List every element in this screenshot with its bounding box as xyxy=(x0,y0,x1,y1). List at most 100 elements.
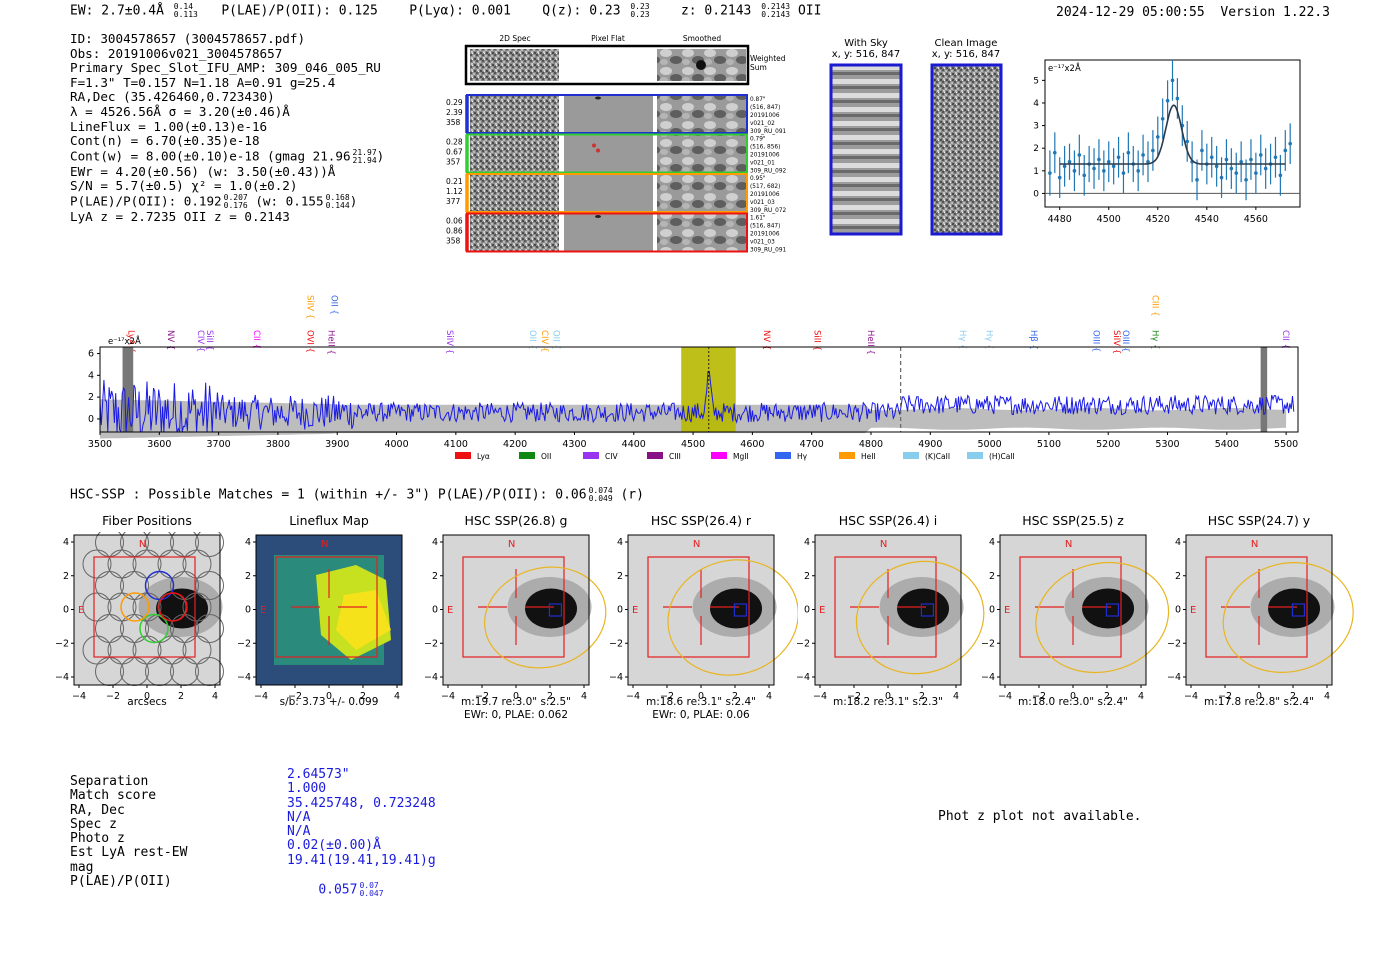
header-ew-errors: 0.14 0.113 xyxy=(173,2,198,19)
legend-swatch xyxy=(903,452,919,459)
zoom-point xyxy=(1244,178,1248,182)
match-table-keys: Separation Match score RA, Dec Spec z Ph… xyxy=(70,774,188,889)
cutout-row-meta: v021_01 xyxy=(750,161,775,167)
hsc-xtick-label: 0 xyxy=(1256,691,1262,702)
with-sky-image xyxy=(829,63,903,236)
full-xtick-label: 4300 xyxy=(562,439,586,450)
hsc-xtick-label: −4 xyxy=(72,691,86,702)
ew-label: Est LyA rest-EW xyxy=(70,845,188,861)
hsc-xtick-label: −2 xyxy=(847,691,861,702)
hsc-ytick-label: 2 xyxy=(617,571,623,582)
hsc-panel-plot: N E −4−4 −2 −2 0 0 2 2 4 4 xyxy=(796,534,985,702)
hsc-panel-body: N E −4−4 −2 −2 0 0 2 2 4 4 xyxy=(609,534,798,702)
search-box xyxy=(834,556,937,658)
fiber-highlight-blue xyxy=(144,570,175,601)
emission-line-label: SiII { xyxy=(812,330,822,351)
fiber-circle xyxy=(82,592,112,622)
hsc-panel-title: HSC SSP(24.7) y xyxy=(1207,513,1311,528)
info-plae: P(LAE)/P(OII): 0.192 0.207 0.176 (w: 0.155… xyxy=(70,192,358,210)
cutout-row-stat: 0.67 xyxy=(446,148,463,157)
detection-info: ID: 3004578657 (3004578657.pdf) Obs: 201… xyxy=(70,31,385,225)
phot-z-note: Phot z plot not available. xyxy=(938,809,1142,824)
weighted-label-2: Sum xyxy=(750,63,767,72)
full-spectrum-chart: LyA {NV {CIV {SiII {CII {OVI {SiIV {HeII… xyxy=(88,295,1299,461)
emission-line-label: Hγ { xyxy=(984,330,994,350)
header-timestamp: 2024-12-29 05:00:55 xyxy=(1056,5,1205,20)
cutout-2dspec xyxy=(470,214,559,251)
cutout-dot xyxy=(595,215,601,218)
zoom-ytick-label: 4 xyxy=(1033,99,1039,109)
hsc-ytick-label: −2 xyxy=(981,638,995,649)
hsc-panel-title: HSC SSP(25.5) z xyxy=(1022,513,1124,528)
compass-e: E xyxy=(1004,605,1010,616)
full-xtick-label: 3900 xyxy=(325,439,349,450)
emission-line-label: CIII { xyxy=(1150,295,1160,317)
cutout-smoothed xyxy=(657,214,746,251)
cutout-dot xyxy=(592,143,596,148)
hsc-xtick-label: 4 xyxy=(581,691,587,702)
zoom-point xyxy=(1053,150,1057,155)
emission-line-label: OII { xyxy=(328,295,338,315)
zoom-ytick-label: 2 xyxy=(1033,144,1039,154)
aperture-ellipse xyxy=(855,560,985,675)
legend-label: Lyα xyxy=(477,452,490,461)
emission-line-label: HeII { xyxy=(325,330,335,355)
info-params: F=1.3" T=0.157 N=1.18 A=0.91 g=25.4 xyxy=(70,74,336,90)
zoom-point xyxy=(1067,159,1072,164)
info-contn: Cont(n) = 6.70(±0.35)e-18 xyxy=(70,133,260,149)
galaxy-core xyxy=(525,588,578,629)
zoom-point xyxy=(1165,98,1170,103)
search-box xyxy=(93,556,196,658)
match-box xyxy=(1291,603,1306,617)
search-box xyxy=(647,556,750,658)
hsc-xtick-label: 0 xyxy=(144,691,150,702)
cutout-grid: 2D Spec Pixel Flat Smoothed Weighted Sum… xyxy=(446,34,787,254)
hsc-panel: HSC SSP(25.5) z N E −4 −4 −2 −2 0 0 2 2 4 4 m:18.0 re… xyxy=(980,510,1170,725)
hsc-xtick-label: 4 xyxy=(1324,691,1330,702)
hsc-panel: HSC SSP(26.8) g N E −4 −4 −2 −2 0 0 2 2 4 4 m:19.7 re… xyxy=(423,510,613,725)
info-primary: Primary Spec_Slot_IFU_AMP: 309_046_005_R… xyxy=(70,60,381,76)
compass-e: E xyxy=(819,605,825,616)
hsc-xtick-label: −2 xyxy=(1032,691,1046,702)
hsc-xtick-label: 4 xyxy=(953,691,959,702)
cutout-row-meta: 0.79" xyxy=(750,137,766,143)
zoom-point xyxy=(1097,157,1101,162)
hsc-ytick-label: 4 xyxy=(63,537,69,548)
hsc-panel: HSC SSP(24.7) y N E −4 −4 −2 −2 0 0 2 2 4 4 m:17.8 re… xyxy=(1166,510,1356,725)
compass-e: E xyxy=(78,605,84,616)
hsc-ytick-label: 4 xyxy=(804,537,810,548)
info-contw: Cont(w) = 8.00(±0.10)e-18 (gmag 21.96 21.… xyxy=(70,147,385,165)
hsc-panel-plot: N E −4−4 −2 −2 0 0 2 2 4 4 xyxy=(1167,534,1354,702)
hsc-panel-plot: N E −4−4 −2 −2 0 0 2 2 4 4 xyxy=(237,534,403,702)
header-plae: P(LAE)/P(OII): 0.125 xyxy=(221,3,378,19)
hsc-xtick-label: −4 xyxy=(998,691,1012,702)
zoom-point xyxy=(1111,164,1116,169)
galaxy-core xyxy=(1268,588,1321,629)
search-box xyxy=(275,556,378,658)
legend-swatch xyxy=(455,452,471,459)
fiber-circle xyxy=(195,532,224,557)
fiber-circle xyxy=(157,635,187,665)
hsc-xtick-label: 4 xyxy=(1138,691,1144,702)
zoom-point xyxy=(1126,150,1131,155)
compass-e: E xyxy=(260,605,266,616)
header-z-line: OII xyxy=(797,3,822,19)
legend-swatch xyxy=(583,452,599,459)
hsc-panel-body: N E −4−4 −2 −2 0 0 2 2 4 4 xyxy=(55,532,224,702)
info-ewr: EWr = 4.20(±0.56) (w: 3.50(±0.43))Å xyxy=(70,163,336,179)
emission-line-label: LyA { xyxy=(126,330,136,353)
cutout-row-stat: 1.12 xyxy=(446,187,463,196)
zoom-point xyxy=(1116,155,1121,160)
fiber-highlight-red xyxy=(158,592,188,622)
header-ew: EW: 2.7±0.4Å xyxy=(70,3,164,19)
zoom-point xyxy=(1214,164,1219,169)
header-version: Version 1.22.3 xyxy=(1220,5,1330,20)
hsc-xtick-label: −4 xyxy=(254,691,268,702)
header-qz: Q(z): 0.23 xyxy=(542,3,621,19)
spectrum-trace xyxy=(99,370,1295,433)
header-plya: P(Lyα): 0.001 xyxy=(409,3,511,19)
hsc-panel-title: Lineflux Map xyxy=(289,513,369,528)
legend-swatch xyxy=(775,452,791,459)
hsc-xtick-label: −4 xyxy=(813,691,827,702)
